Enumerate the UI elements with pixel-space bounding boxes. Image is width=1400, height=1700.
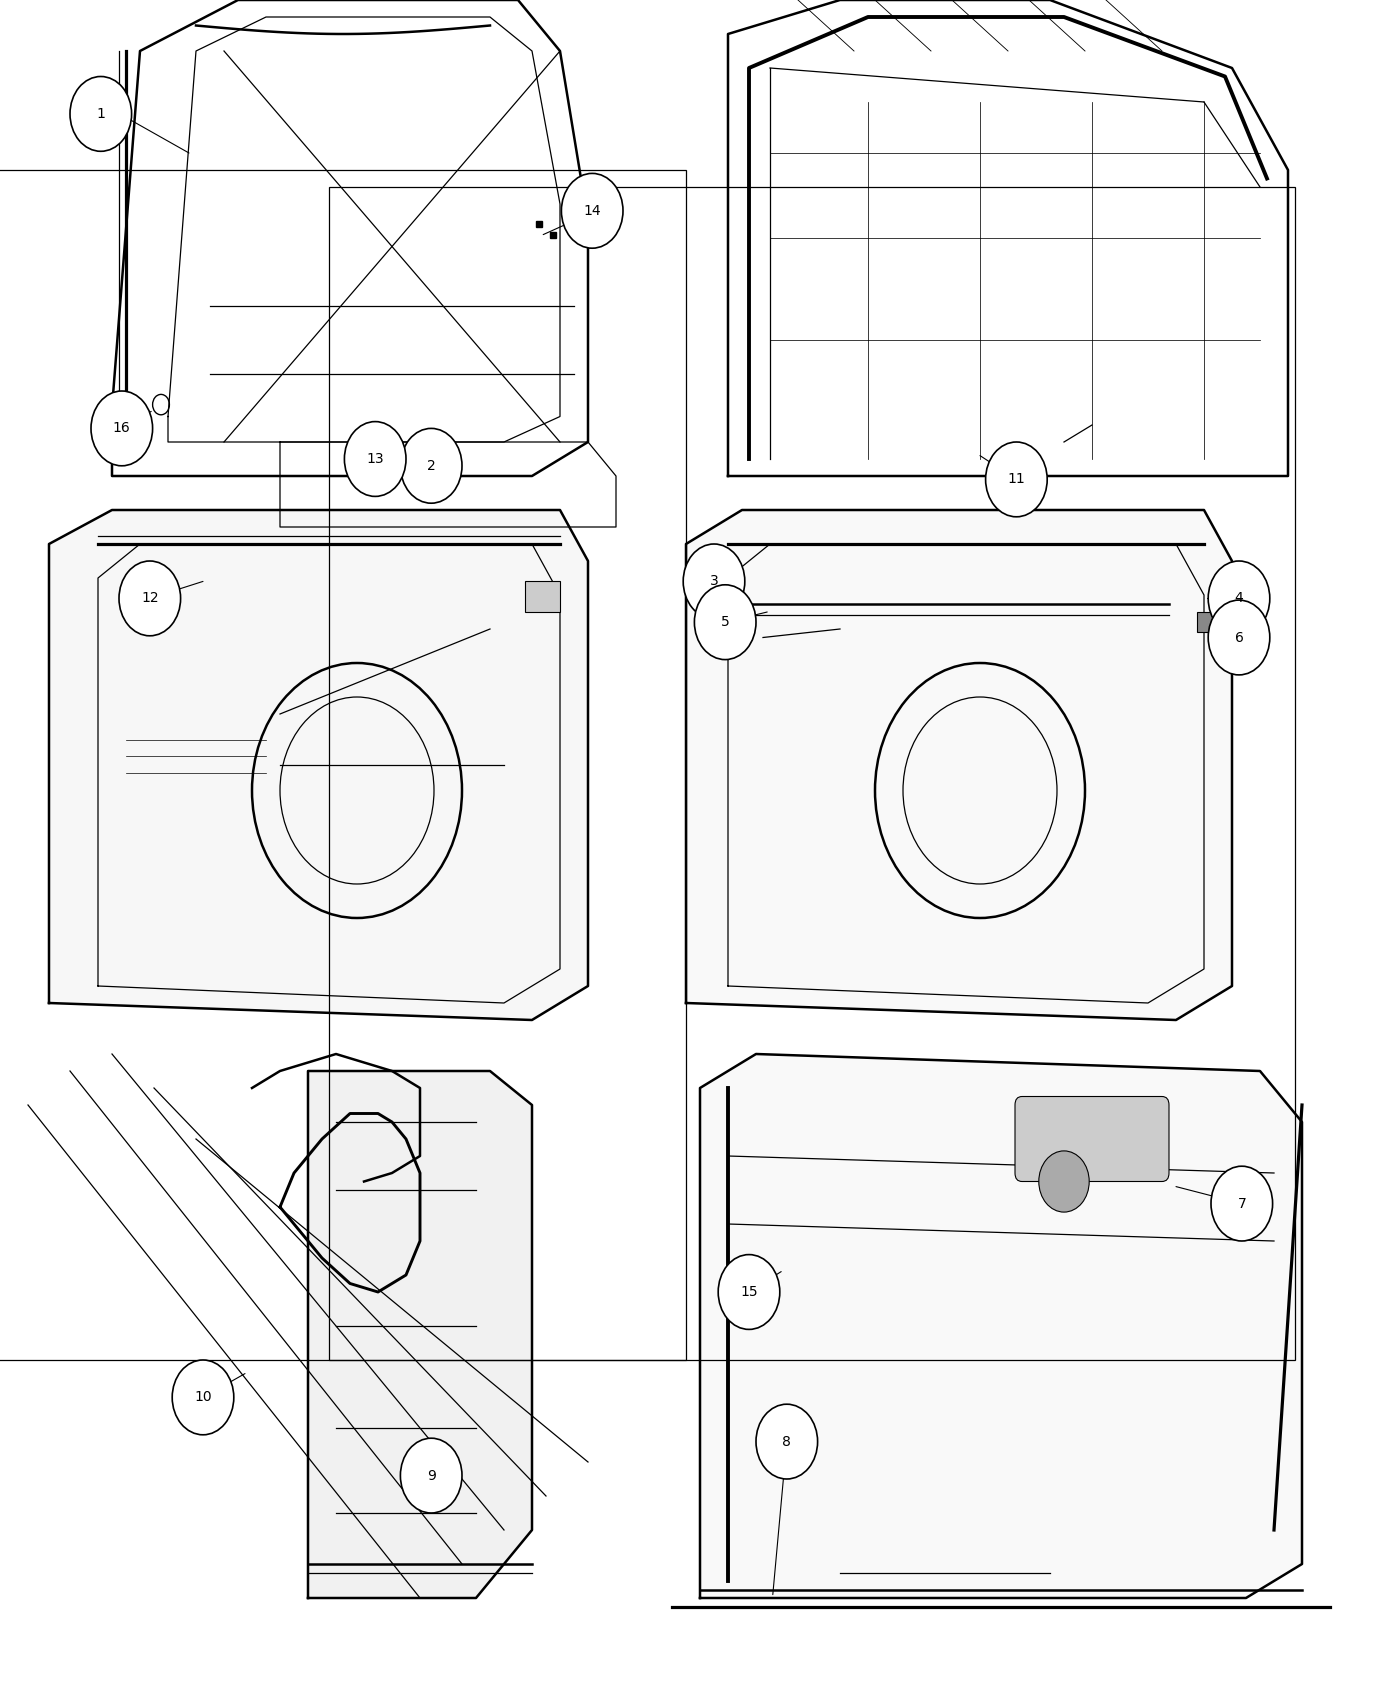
Circle shape xyxy=(70,76,132,151)
Circle shape xyxy=(694,585,756,660)
Circle shape xyxy=(986,442,1047,517)
Polygon shape xyxy=(308,1071,532,1598)
Polygon shape xyxy=(686,510,1232,1020)
Circle shape xyxy=(1208,600,1270,675)
Circle shape xyxy=(1208,561,1270,636)
Text: 15: 15 xyxy=(741,1285,757,1299)
Circle shape xyxy=(1211,1166,1273,1241)
Text: 14: 14 xyxy=(584,204,601,218)
Text: 11: 11 xyxy=(1008,473,1025,486)
Circle shape xyxy=(756,1404,818,1479)
Text: 8: 8 xyxy=(783,1435,791,1448)
Text: 3: 3 xyxy=(710,575,718,588)
Circle shape xyxy=(344,422,406,496)
Circle shape xyxy=(683,544,745,619)
Text: 13: 13 xyxy=(367,452,384,466)
Circle shape xyxy=(119,561,181,636)
Circle shape xyxy=(400,1438,462,1513)
Bar xyxy=(1197,612,1218,632)
Circle shape xyxy=(561,173,623,248)
Text: 1: 1 xyxy=(97,107,105,121)
Circle shape xyxy=(1039,1151,1089,1212)
Text: 10: 10 xyxy=(195,1391,211,1404)
Polygon shape xyxy=(49,510,588,1020)
Text: 16: 16 xyxy=(113,422,130,435)
Text: 4: 4 xyxy=(1235,592,1243,605)
Text: 6: 6 xyxy=(1235,631,1243,644)
Polygon shape xyxy=(700,1054,1302,1598)
Text: 7: 7 xyxy=(1238,1197,1246,1210)
Text: 9: 9 xyxy=(427,1469,435,1482)
Bar xyxy=(525,581,560,612)
FancyBboxPatch shape xyxy=(1015,1096,1169,1182)
Circle shape xyxy=(718,1255,780,1329)
Circle shape xyxy=(91,391,153,466)
Text: 2: 2 xyxy=(427,459,435,473)
Circle shape xyxy=(400,428,462,503)
Circle shape xyxy=(172,1360,234,1435)
Text: 5: 5 xyxy=(721,615,729,629)
Text: 12: 12 xyxy=(141,592,158,605)
